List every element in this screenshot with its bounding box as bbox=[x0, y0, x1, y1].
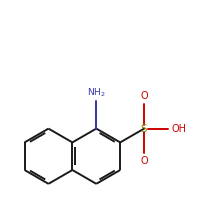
Text: S: S bbox=[141, 124, 147, 134]
Text: OH: OH bbox=[172, 124, 187, 134]
Text: NH$_2$: NH$_2$ bbox=[87, 86, 106, 99]
Text: O: O bbox=[140, 156, 148, 166]
Text: O: O bbox=[140, 91, 148, 101]
